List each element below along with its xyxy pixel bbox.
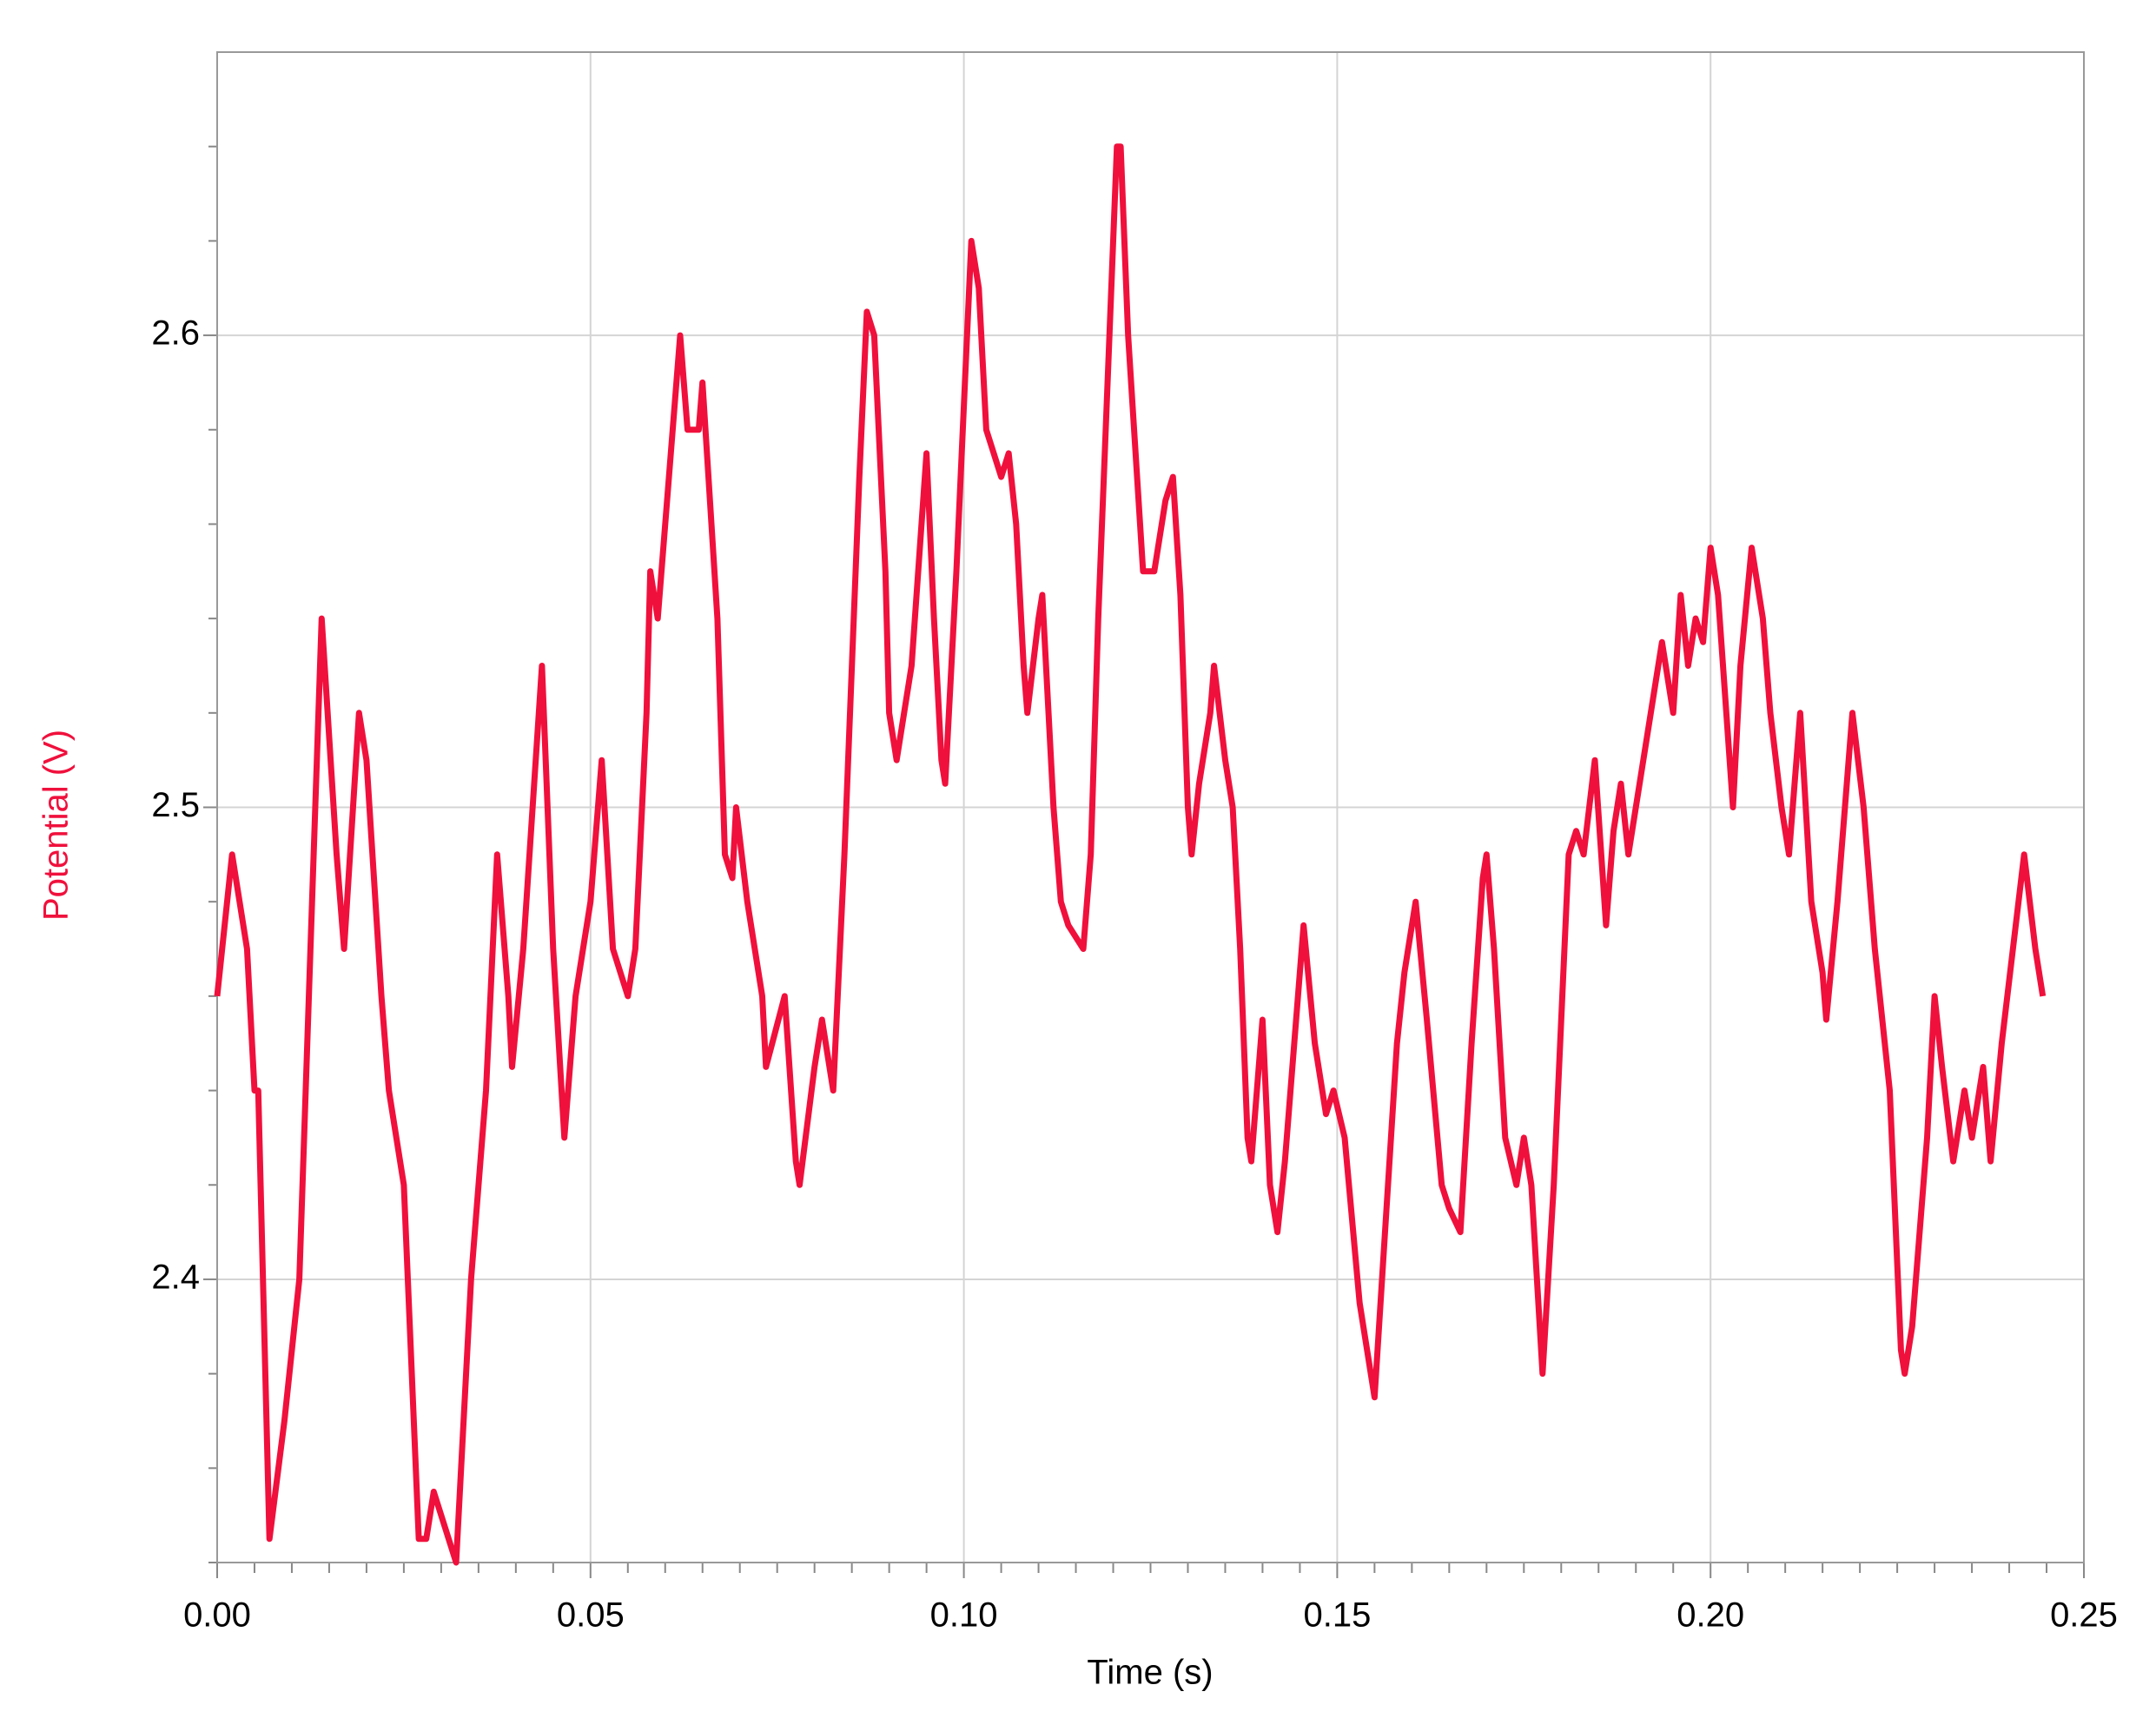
x-tick-label: 0.05 [557, 1596, 625, 1635]
x-tick-label: 0.25 [2050, 1596, 2118, 1635]
x-tick-label: 0.15 [1303, 1596, 1371, 1635]
data-line [214, 143, 2047, 1566]
x-tick-label: 0.00 [183, 1596, 251, 1635]
y-tick-label: 2.4 [151, 1259, 200, 1297]
y-axis-label: Potential (V) [37, 730, 76, 921]
plot-frame [216, 51, 2085, 1563]
y-tick-label: 2.5 [151, 786, 200, 824]
x-tick-label: 0.20 [1677, 1596, 1744, 1635]
x-tick-label: 0.10 [930, 1596, 998, 1635]
x-axis-label: Time (s) [1087, 1654, 1213, 1692]
y-tick-label: 2.6 [151, 314, 200, 353]
